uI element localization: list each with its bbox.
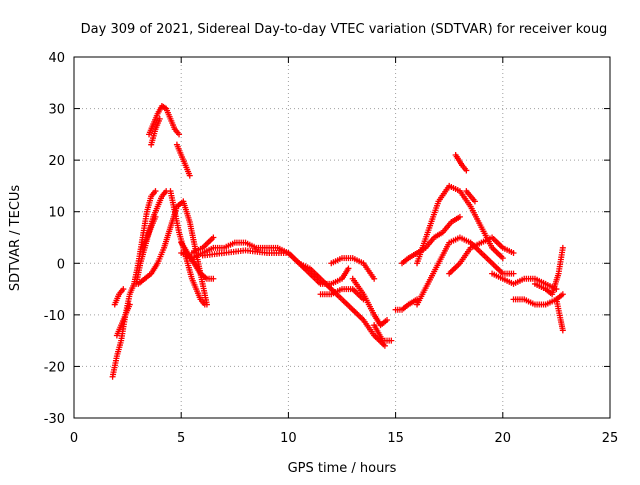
data-points	[109, 102, 566, 380]
series-track-3	[113, 301, 133, 339]
data-point	[210, 234, 217, 241]
data-point	[510, 249, 517, 256]
y-tick-label: -10	[44, 309, 65, 324]
x-tick-label: 0	[70, 431, 78, 446]
data-point	[559, 291, 566, 298]
series-track-26	[414, 234, 517, 308]
series-track-18	[328, 255, 378, 282]
x-tick-label: 15	[387, 431, 404, 446]
data-point	[381, 342, 388, 349]
y-axis-label: SDTVAR / TECUs	[8, 185, 23, 292]
grid	[74, 57, 610, 418]
data-point	[120, 286, 127, 293]
x-tick-label: 25	[602, 431, 619, 446]
x-axis-label: GPS time / hours	[288, 461, 397, 476]
y-tick-label: -20	[44, 360, 65, 375]
data-point	[371, 275, 378, 282]
data-point	[384, 317, 391, 324]
y-tick-label: 20	[48, 154, 65, 169]
data-point	[176, 131, 183, 138]
chart-title: Day 309 of 2021, Sidereal Day-to-day VTE…	[81, 22, 608, 37]
series-track-4	[146, 102, 183, 138]
series-track-8	[139, 213, 159, 251]
series-track-2	[111, 286, 127, 308]
y-tick-label: 40	[48, 51, 65, 66]
series-track-29	[510, 291, 566, 308]
series-track-21	[392, 296, 421, 313]
y-tick-label: -30	[44, 412, 65, 427]
series-track-24	[452, 151, 470, 174]
series-track-30	[531, 244, 566, 298]
data-point	[152, 188, 159, 195]
series-track-25	[463, 188, 478, 205]
series-track-5	[148, 115, 163, 148]
axis-ticks: 0 5 10 15 20 25 -30 -20 -10 0 10 20 30 40	[44, 51, 619, 446]
data-point	[471, 198, 478, 205]
data-point	[156, 115, 163, 122]
series-track-6	[173, 141, 193, 179]
y-tick-label: 0	[57, 257, 65, 272]
data-point	[201, 301, 208, 308]
x-tick-label: 20	[495, 431, 512, 446]
plot-frame	[73, 56, 611, 419]
data-point	[152, 213, 159, 220]
data-point	[186, 172, 193, 179]
series-track-20	[371, 322, 395, 344]
y-tick-label: 30	[48, 103, 65, 118]
data-point	[463, 167, 470, 174]
series-track-27	[446, 234, 517, 277]
data-point	[345, 265, 352, 272]
data-point	[456, 213, 463, 220]
data-point	[126, 301, 133, 308]
data-point	[388, 337, 395, 344]
series-track-17	[317, 286, 367, 303]
x-tick-label: 5	[177, 431, 185, 446]
x-tick-label: 10	[280, 431, 297, 446]
series-track-23	[414, 182, 506, 267]
data-point	[559, 327, 566, 334]
data-point	[510, 270, 517, 277]
data-point	[499, 255, 506, 262]
series-track-13	[188, 234, 217, 256]
data-point	[559, 244, 566, 251]
series-track-19	[349, 275, 391, 329]
y-tick-label: 10	[48, 206, 65, 221]
data-point	[210, 275, 217, 282]
series-track-31	[553, 296, 566, 334]
